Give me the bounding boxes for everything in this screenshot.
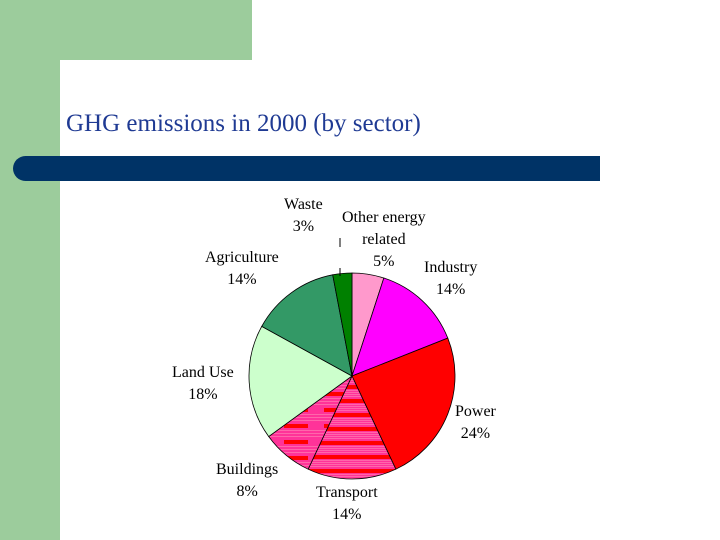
label-industry: Industry 14% [424,259,478,298]
label-land-use: Land Use 18% [172,364,234,403]
title-underline-bar [13,156,600,181]
pie-slice-transport [307,375,397,480]
label-agriculture: Agriculture 14% [205,249,279,288]
pie-slice-agriculture [261,274,353,377]
pie-slice-industry [351,277,449,377]
slide-title: GHG emissions in 2000 (by sector) [66,110,421,137]
label-buildings: Buildings 8% [216,461,279,500]
pie-slices [248,272,456,480]
label-waste: Waste 3% [284,196,323,235]
slide-frame-left [0,0,60,540]
pie-slice-waste [332,272,353,377]
pie-slice-power [351,337,456,470]
pie-slice-land-use [248,325,353,438]
slide-corner [60,60,120,120]
label-transport: Transport 14% [316,484,378,523]
label-other-energy: Other energy related 5% [342,209,426,270]
label-power: Power 24% [455,403,496,442]
